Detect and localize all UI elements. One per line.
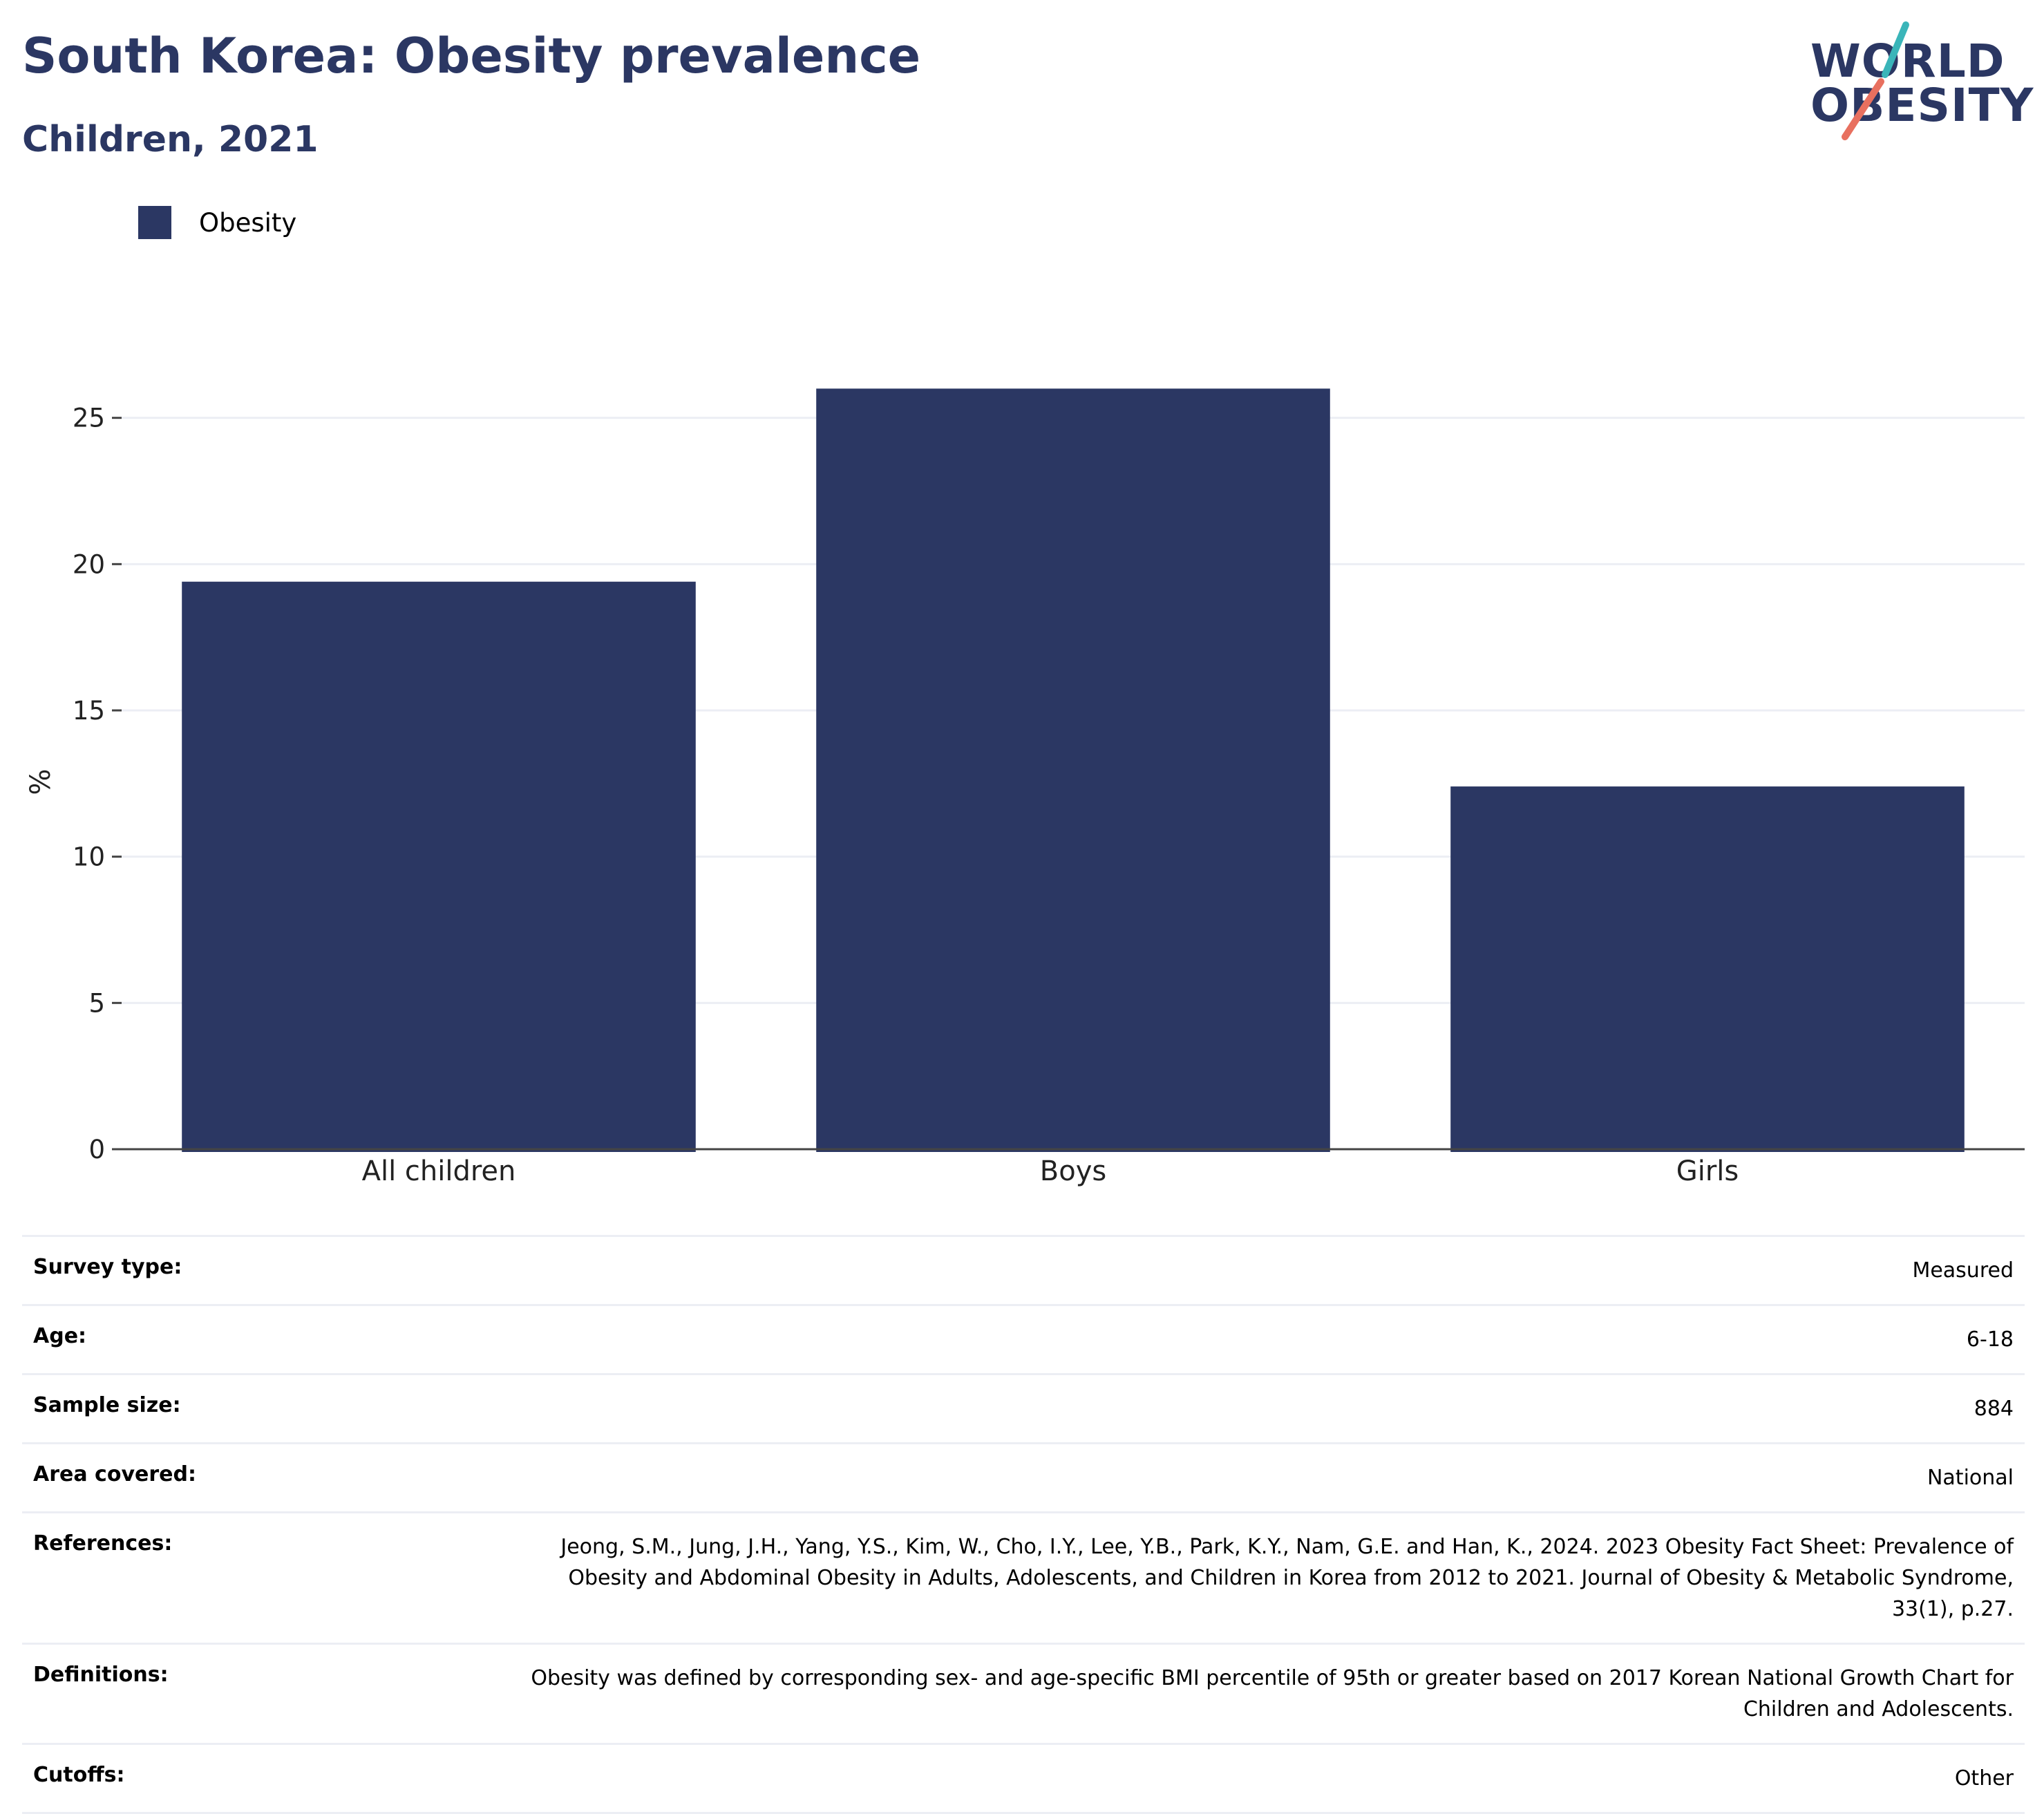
bar	[816, 388, 1330, 1153]
info-row-references: References: Jeong, S.M., Jung, J.H., Yan…	[22, 1511, 2025, 1643]
survey-info-table: Survey type: Measured Age: 6-18 Sample s…	[22, 1235, 2025, 1814]
y-tick-label: 5	[88, 988, 105, 1018]
info-label: References:	[33, 1531, 173, 1556]
info-value: 6-18	[1966, 1328, 2014, 1352]
info-row-sample-size: Sample size: 884	[22, 1373, 2025, 1442]
info-label: Survey type:	[33, 1255, 182, 1279]
info-value: Jeong, S.M., Jung, J.H., Yang, Y.S., Kim…	[560, 1535, 2014, 1621]
logo-teal-stroke	[1882, 21, 1909, 78]
info-value: 884	[1974, 1397, 2014, 1421]
info-label: Cutoffs:	[33, 1763, 125, 1787]
x-tick-label: Boys	[1040, 1155, 1106, 1187]
bar	[182, 581, 696, 1152]
y-tick-label: 25	[73, 404, 105, 433]
legend-label-obesity: Obesity	[199, 207, 297, 238]
chart-subtitle: Children, 2021	[22, 119, 319, 160]
info-label: Sample size:	[33, 1393, 181, 1417]
info-label: Area covered:	[33, 1462, 196, 1486]
info-row-definitions: Definitions: Obesity was defined by corr…	[22, 1643, 2025, 1743]
legend-swatch-obesity	[138, 206, 171, 239]
bar-chart: 0 5 10 15 20 25% All children Boys Girls	[25, 388, 2025, 1187]
y-tick-label: 0	[88, 1135, 105, 1164]
logo-slash-icon	[1842, 21, 1909, 140]
chart-title: South Korea: Obesity prevalence	[22, 28, 921, 84]
info-value: Measured	[1912, 1258, 2014, 1283]
info-value: Obesity was defined by corresponding sex…	[531, 1666, 2014, 1721]
y-tick-label: 20	[73, 549, 105, 579]
bar	[1450, 786, 1965, 1152]
x-tick-label: Girls	[1676, 1155, 1739, 1187]
info-row-area-covered: Area covered: National	[22, 1442, 2025, 1511]
info-row-survey-type: Survey type: Measured	[22, 1235, 2025, 1304]
logo-coral-stroke	[1842, 78, 1884, 140]
y-tick-label: 10	[73, 842, 105, 872]
x-tick-label: All children	[362, 1155, 516, 1187]
world-obesity-logo: WORLD OBESITY	[1797, 19, 2034, 144]
legend: Obesity	[138, 206, 296, 239]
info-value: Other	[1954, 1766, 2014, 1791]
info-row-age: Age: 6-18	[22, 1304, 2025, 1373]
info-value: National	[1927, 1466, 2014, 1490]
info-label: Definitions:	[33, 1663, 169, 1687]
info-label: Age:	[33, 1324, 87, 1348]
y-axis-label: %	[25, 768, 57, 795]
info-row-cutoffs: Cutoffs: Other	[22, 1743, 2025, 1814]
y-tick-label: 15	[73, 696, 105, 726]
logo-word-obesity: OBESITY	[1810, 79, 2034, 132]
logo-word-world: WORLD	[1810, 35, 2005, 88]
